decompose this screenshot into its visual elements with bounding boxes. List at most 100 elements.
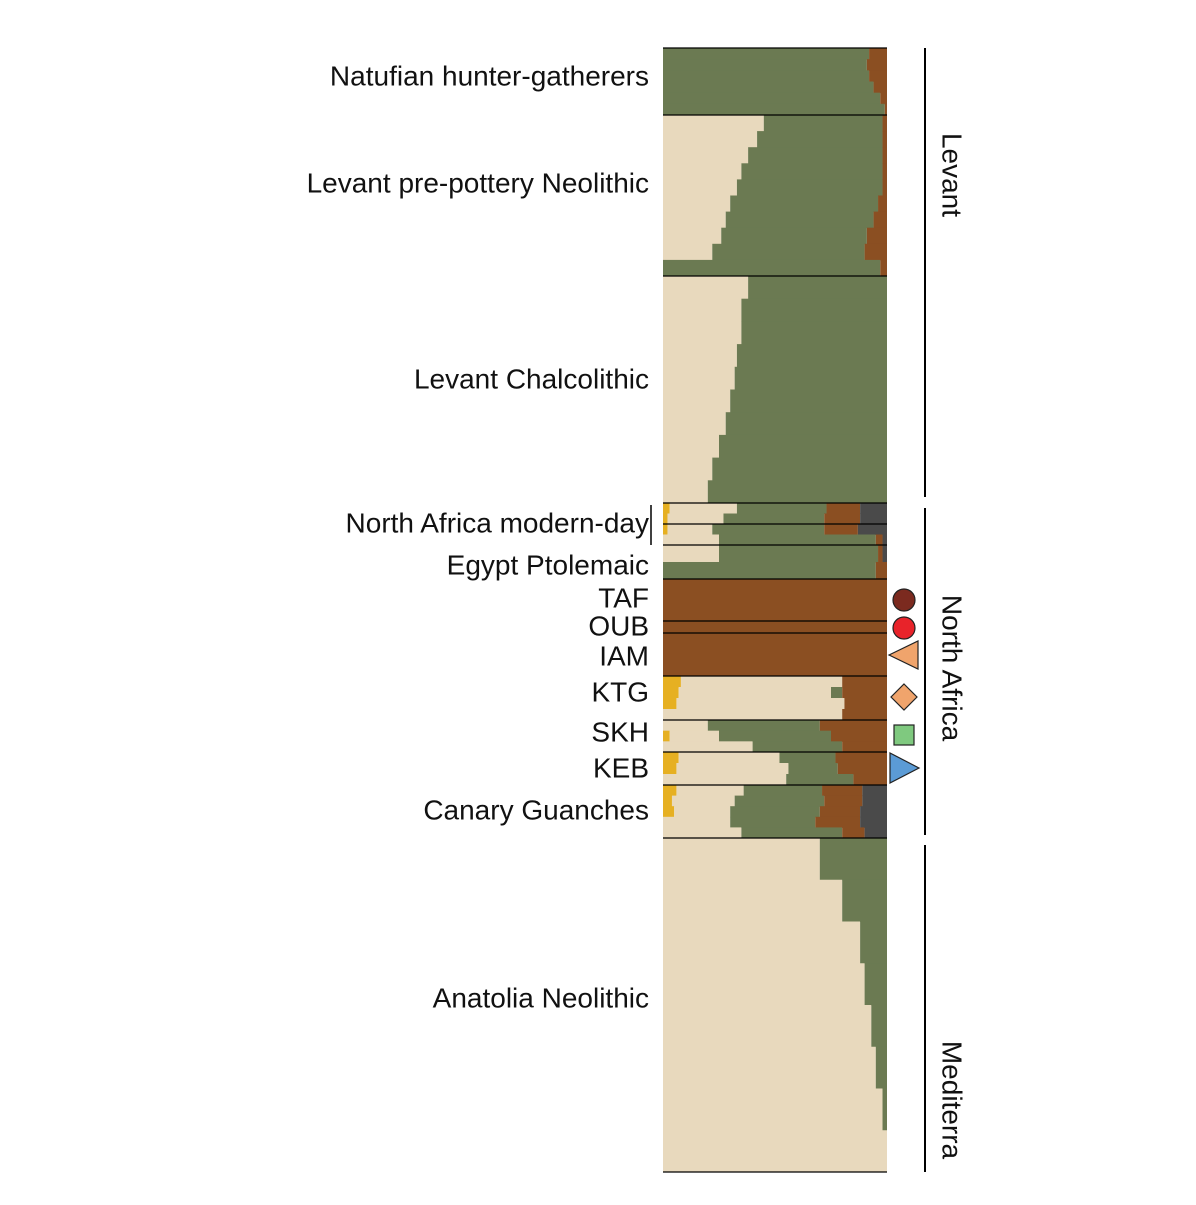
ancestry-segment: [882, 534, 887, 546]
ancestry-segment: [663, 879, 843, 922]
ancestry-segment: [663, 709, 843, 721]
ancestry-segment: [712, 524, 825, 535]
ancestry-segment: [678, 687, 831, 699]
ancestry-segment: [842, 827, 865, 839]
ancestry-segment: [730, 195, 879, 213]
ancestry-segment: [676, 763, 789, 775]
ancestry-segment: [875, 1046, 887, 1089]
ancestry-segment: [663, 131, 758, 148]
ancestry-segment: [788, 763, 838, 775]
ancestry-segment: [667, 513, 724, 525]
ancestry-segment: [663, 1005, 872, 1048]
ancestry-segment: [663, 276, 749, 300]
ancestry-segment: [663, 115, 764, 132]
ancestry-segment: [663, 1088, 883, 1131]
ancestry-segment: [663, 633, 887, 655]
ancestry-segment: [663, 795, 672, 807]
ancestry-segment: [819, 720, 887, 732]
ancestry-segment: [663, 752, 679, 764]
ancestry-segment: [663, 243, 713, 261]
ancestry-segment: [663, 963, 865, 1006]
group-label: Egypt Ptolemaic: [447, 549, 649, 580]
marker: [887, 640, 919, 670]
ancestry-segment: [719, 730, 831, 742]
ancestry-segment: [864, 827, 887, 839]
ancestry-segment: [842, 741, 887, 753]
marker: [889, 752, 921, 784]
ancestry-segment: [748, 147, 883, 164]
ancestry-segment: [871, 1005, 887, 1048]
region-label: Mediterra: [937, 1041, 968, 1160]
group-label: OUB: [588, 610, 649, 641]
ancestry-segment: [723, 513, 825, 525]
ancestry-segment: [725, 211, 874, 229]
ancestry-segment: [663, 389, 731, 413]
marker: [893, 724, 915, 746]
ancestry-segment: [663, 816, 731, 828]
group-label: Levant pre-pottery Neolithic: [307, 167, 649, 198]
ancestry-segment: [721, 227, 867, 245]
ancestry-segment: [663, 806, 675, 818]
ancestry-segment: [786, 774, 854, 786]
ancestry-segment: [663, 562, 876, 580]
ancestry-segment: [741, 163, 883, 180]
ancestry-segment: [869, 70, 887, 82]
ancestry-segment: [853, 774, 887, 786]
ancestry-segment: [676, 785, 744, 797]
ancestry-segment: [663, 179, 737, 196]
ancestry-segment: [862, 795, 887, 807]
ancestry-segment: [734, 366, 887, 390]
ancestry-segment: [822, 785, 863, 797]
ancestry-segment: [831, 687, 843, 699]
ancestry-segment: [680, 676, 843, 688]
ancestry-segment: [734, 795, 825, 807]
ancestry-segment: [860, 503, 887, 514]
ancestry-segment: [663, 838, 820, 881]
ancestry-segment: [757, 131, 883, 148]
ancestry-segment: [663, 621, 887, 634]
ancestry-segment: [878, 545, 883, 563]
ancestry-segment: [663, 921, 861, 964]
ancestry-segment: [743, 785, 823, 797]
ancestry-segment: [678, 752, 780, 764]
ancestry-segment: [748, 276, 887, 300]
ancestry-segment: [663, 654, 887, 677]
ancestry-segment: [831, 730, 887, 742]
ancestry-segment: [882, 115, 887, 132]
ancestry-segment: [819, 806, 861, 818]
ancestry-segment: [842, 879, 887, 922]
ancestry-segment: [866, 59, 887, 71]
marker: [892, 588, 916, 612]
ancestry-segment: [882, 545, 887, 563]
ancestry-segment: [663, 730, 670, 742]
ancestry-segment: [880, 92, 887, 105]
ancestry-segment: [663, 534, 719, 546]
ancestry-segment: [712, 243, 865, 261]
ancestry-segment: [663, 785, 677, 797]
ancestry-segment: [663, 763, 677, 775]
ancestry-segment: [663, 211, 726, 229]
ancestry-segment: [878, 195, 887, 213]
ancestry-segment: [663, 480, 708, 504]
ancestry-segment: [824, 513, 861, 525]
ancestry-segment: [663, 298, 742, 322]
ancestry-segment: [663, 1046, 876, 1089]
ancestry-segment: [730, 816, 816, 828]
ancestry-segment: [819, 838, 887, 881]
ancestry-segment: [663, 434, 719, 459]
ancestry-segment: [663, 163, 742, 180]
ancestry-segment: [736, 503, 827, 514]
marker: [892, 616, 916, 640]
ancestry-segment: [824, 524, 858, 535]
ancestry-segment: [875, 562, 887, 580]
ancestry-segment: [663, 227, 722, 245]
group-label: North Africa modern-day: [346, 507, 649, 538]
marker: [890, 683, 918, 711]
group-label: Anatolia Neolithic: [433, 982, 649, 1013]
ancestry-segment: [663, 524, 668, 535]
ancestry-segment: [741, 321, 887, 345]
ancestry-segment: [857, 524, 887, 535]
ancestry-segment: [663, 687, 679, 699]
ancestry-segment: [663, 195, 731, 213]
